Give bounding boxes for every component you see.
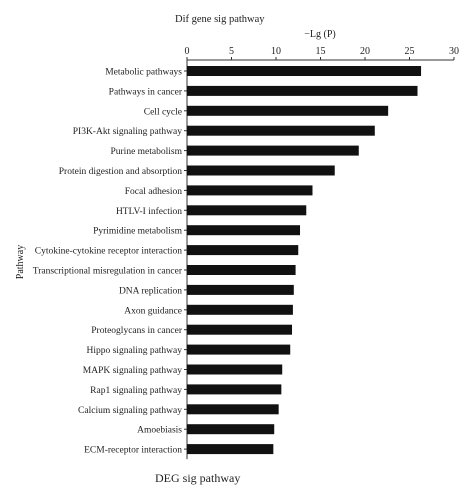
category-label: Hippo signaling pathway xyxy=(86,346,182,356)
x-tick-label: 15 xyxy=(316,46,326,57)
x-tick-label: 30 xyxy=(449,46,459,57)
category-label: PI3K-Akt signaling pathway xyxy=(73,127,182,137)
bar xyxy=(187,444,274,455)
category-label: Protein digestion and absorption xyxy=(59,167,182,177)
category-label: Rap1 signaling pathway xyxy=(90,386,182,396)
category-label: Calcium signaling pathway xyxy=(78,406,182,416)
category-label: Transcriptional misregulation in cancer xyxy=(33,267,183,277)
category-label: HTLV-I infection xyxy=(116,206,182,217)
bar xyxy=(187,66,422,76)
y-axis-label: Pathway xyxy=(15,245,26,279)
x-tick-label: 25 xyxy=(405,46,415,57)
bar xyxy=(187,324,293,335)
bar xyxy=(187,384,282,395)
bar xyxy=(187,105,389,116)
bars-group xyxy=(187,66,422,455)
bar xyxy=(187,404,279,415)
x-tick-label: 0 xyxy=(185,46,190,57)
bar xyxy=(187,284,294,295)
category-label: Proteoglycans in cancer xyxy=(91,326,183,336)
x-tick-label: 5 xyxy=(229,46,234,57)
bar xyxy=(187,304,293,315)
category-label: MAPK signaling pathway xyxy=(83,366,182,376)
bar xyxy=(187,145,359,156)
chart-title: Dif gene sig pathway xyxy=(175,14,265,25)
category-label: Purine metabolism xyxy=(110,147,182,157)
category-label: Pathways in cancer xyxy=(109,87,183,97)
category-label: Pyrimidine metabolism xyxy=(93,227,183,237)
bar xyxy=(187,424,275,435)
x-tick-label: 20 xyxy=(360,46,370,57)
category-label: DNA replication xyxy=(119,286,182,296)
bar xyxy=(187,185,313,196)
x-axis-label: −Lg (P) xyxy=(304,29,335,40)
bar xyxy=(187,205,307,216)
bar xyxy=(187,344,291,355)
category-label: Cell cycle xyxy=(144,107,182,117)
category-label: Cytokine-cytokine receptor interaction xyxy=(35,247,182,257)
category-label: Metabolic pathways xyxy=(105,68,182,78)
category-label: Amoebiasis xyxy=(137,426,182,436)
bar xyxy=(187,165,335,176)
bar xyxy=(187,245,299,256)
bar xyxy=(187,364,283,375)
category-label: ECM-receptor interaction xyxy=(84,446,182,456)
bar xyxy=(187,265,296,275)
category-label: Axon guidance xyxy=(124,306,182,316)
chart-footer: DEG sig pathway xyxy=(155,471,240,485)
category-labels-group: Metabolic pathways Pathways in cancer Cell… xyxy=(33,68,183,456)
bar xyxy=(187,85,418,96)
x-tick-label: 10 xyxy=(271,46,281,57)
bar xyxy=(187,225,301,236)
category-label: Focal adhesion xyxy=(125,187,183,197)
bar xyxy=(187,125,375,136)
